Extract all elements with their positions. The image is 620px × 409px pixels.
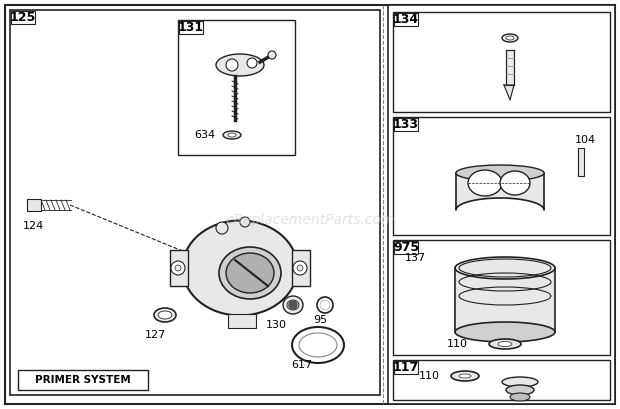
Ellipse shape — [219, 247, 281, 299]
Ellipse shape — [468, 170, 502, 196]
Polygon shape — [456, 173, 544, 210]
Bar — [455, 268, 555, 332]
Text: eReplacementParts.com: eReplacementParts.com — [225, 213, 395, 227]
Ellipse shape — [502, 377, 538, 387]
Bar — [506, 50, 514, 85]
Bar — [393, 12, 610, 112]
Bar — [178, 20, 295, 155]
Bar — [393, 360, 610, 400]
Circle shape — [268, 51, 276, 59]
Ellipse shape — [228, 133, 236, 137]
Text: 137: 137 — [405, 253, 426, 263]
Bar — [394, 13, 418, 26]
Bar — [10, 10, 380, 395]
Ellipse shape — [459, 374, 471, 378]
Ellipse shape — [223, 131, 241, 139]
Circle shape — [293, 261, 307, 275]
Ellipse shape — [451, 371, 479, 381]
Bar — [228, 314, 256, 328]
Ellipse shape — [292, 327, 344, 363]
Text: 130: 130 — [265, 320, 286, 330]
Circle shape — [247, 58, 257, 68]
Circle shape — [317, 297, 333, 313]
Ellipse shape — [456, 165, 544, 181]
Bar — [11, 11, 35, 24]
Bar — [388, 5, 615, 404]
Bar — [27, 199, 41, 211]
Text: PRIMER SYSTEM: PRIMER SYSTEM — [35, 375, 131, 385]
Ellipse shape — [226, 253, 274, 293]
Text: 975: 975 — [393, 241, 419, 254]
Text: 124: 124 — [23, 221, 44, 231]
Text: 133: 133 — [393, 118, 419, 131]
Bar — [394, 241, 418, 254]
Circle shape — [226, 59, 238, 71]
Text: 617: 617 — [291, 360, 312, 370]
Text: 125: 125 — [10, 11, 36, 24]
Ellipse shape — [182, 220, 298, 315]
Ellipse shape — [299, 333, 337, 357]
Bar — [393, 117, 610, 235]
Circle shape — [297, 265, 303, 271]
Text: 117: 117 — [393, 361, 419, 374]
Ellipse shape — [498, 342, 512, 346]
Bar — [292, 250, 310, 286]
Text: 134: 134 — [393, 13, 419, 26]
Circle shape — [175, 265, 181, 271]
Ellipse shape — [510, 393, 530, 401]
Text: 95: 95 — [313, 315, 327, 325]
Ellipse shape — [502, 34, 518, 42]
Bar — [578, 148, 584, 176]
Bar — [394, 118, 418, 131]
Ellipse shape — [489, 339, 521, 349]
Polygon shape — [504, 85, 514, 100]
Text: 110: 110 — [419, 371, 440, 381]
Ellipse shape — [506, 385, 534, 395]
Circle shape — [216, 222, 228, 234]
Text: 110: 110 — [447, 339, 468, 349]
Ellipse shape — [455, 257, 555, 279]
Ellipse shape — [287, 300, 299, 310]
Text: 127: 127 — [144, 330, 166, 340]
Ellipse shape — [158, 311, 172, 319]
Circle shape — [171, 261, 185, 275]
Text: 104: 104 — [575, 135, 596, 145]
Ellipse shape — [154, 308, 176, 322]
Text: 131: 131 — [178, 21, 204, 34]
Ellipse shape — [283, 296, 303, 314]
Bar — [18, 370, 148, 390]
Bar — [393, 240, 610, 355]
Bar — [394, 361, 418, 374]
Ellipse shape — [506, 36, 514, 40]
Ellipse shape — [455, 322, 555, 342]
Text: 634: 634 — [194, 130, 215, 140]
Ellipse shape — [216, 54, 264, 76]
Ellipse shape — [500, 171, 530, 195]
Circle shape — [320, 300, 330, 310]
Bar — [170, 250, 188, 286]
Circle shape — [289, 301, 297, 309]
Bar — [179, 21, 203, 34]
Circle shape — [240, 217, 250, 227]
